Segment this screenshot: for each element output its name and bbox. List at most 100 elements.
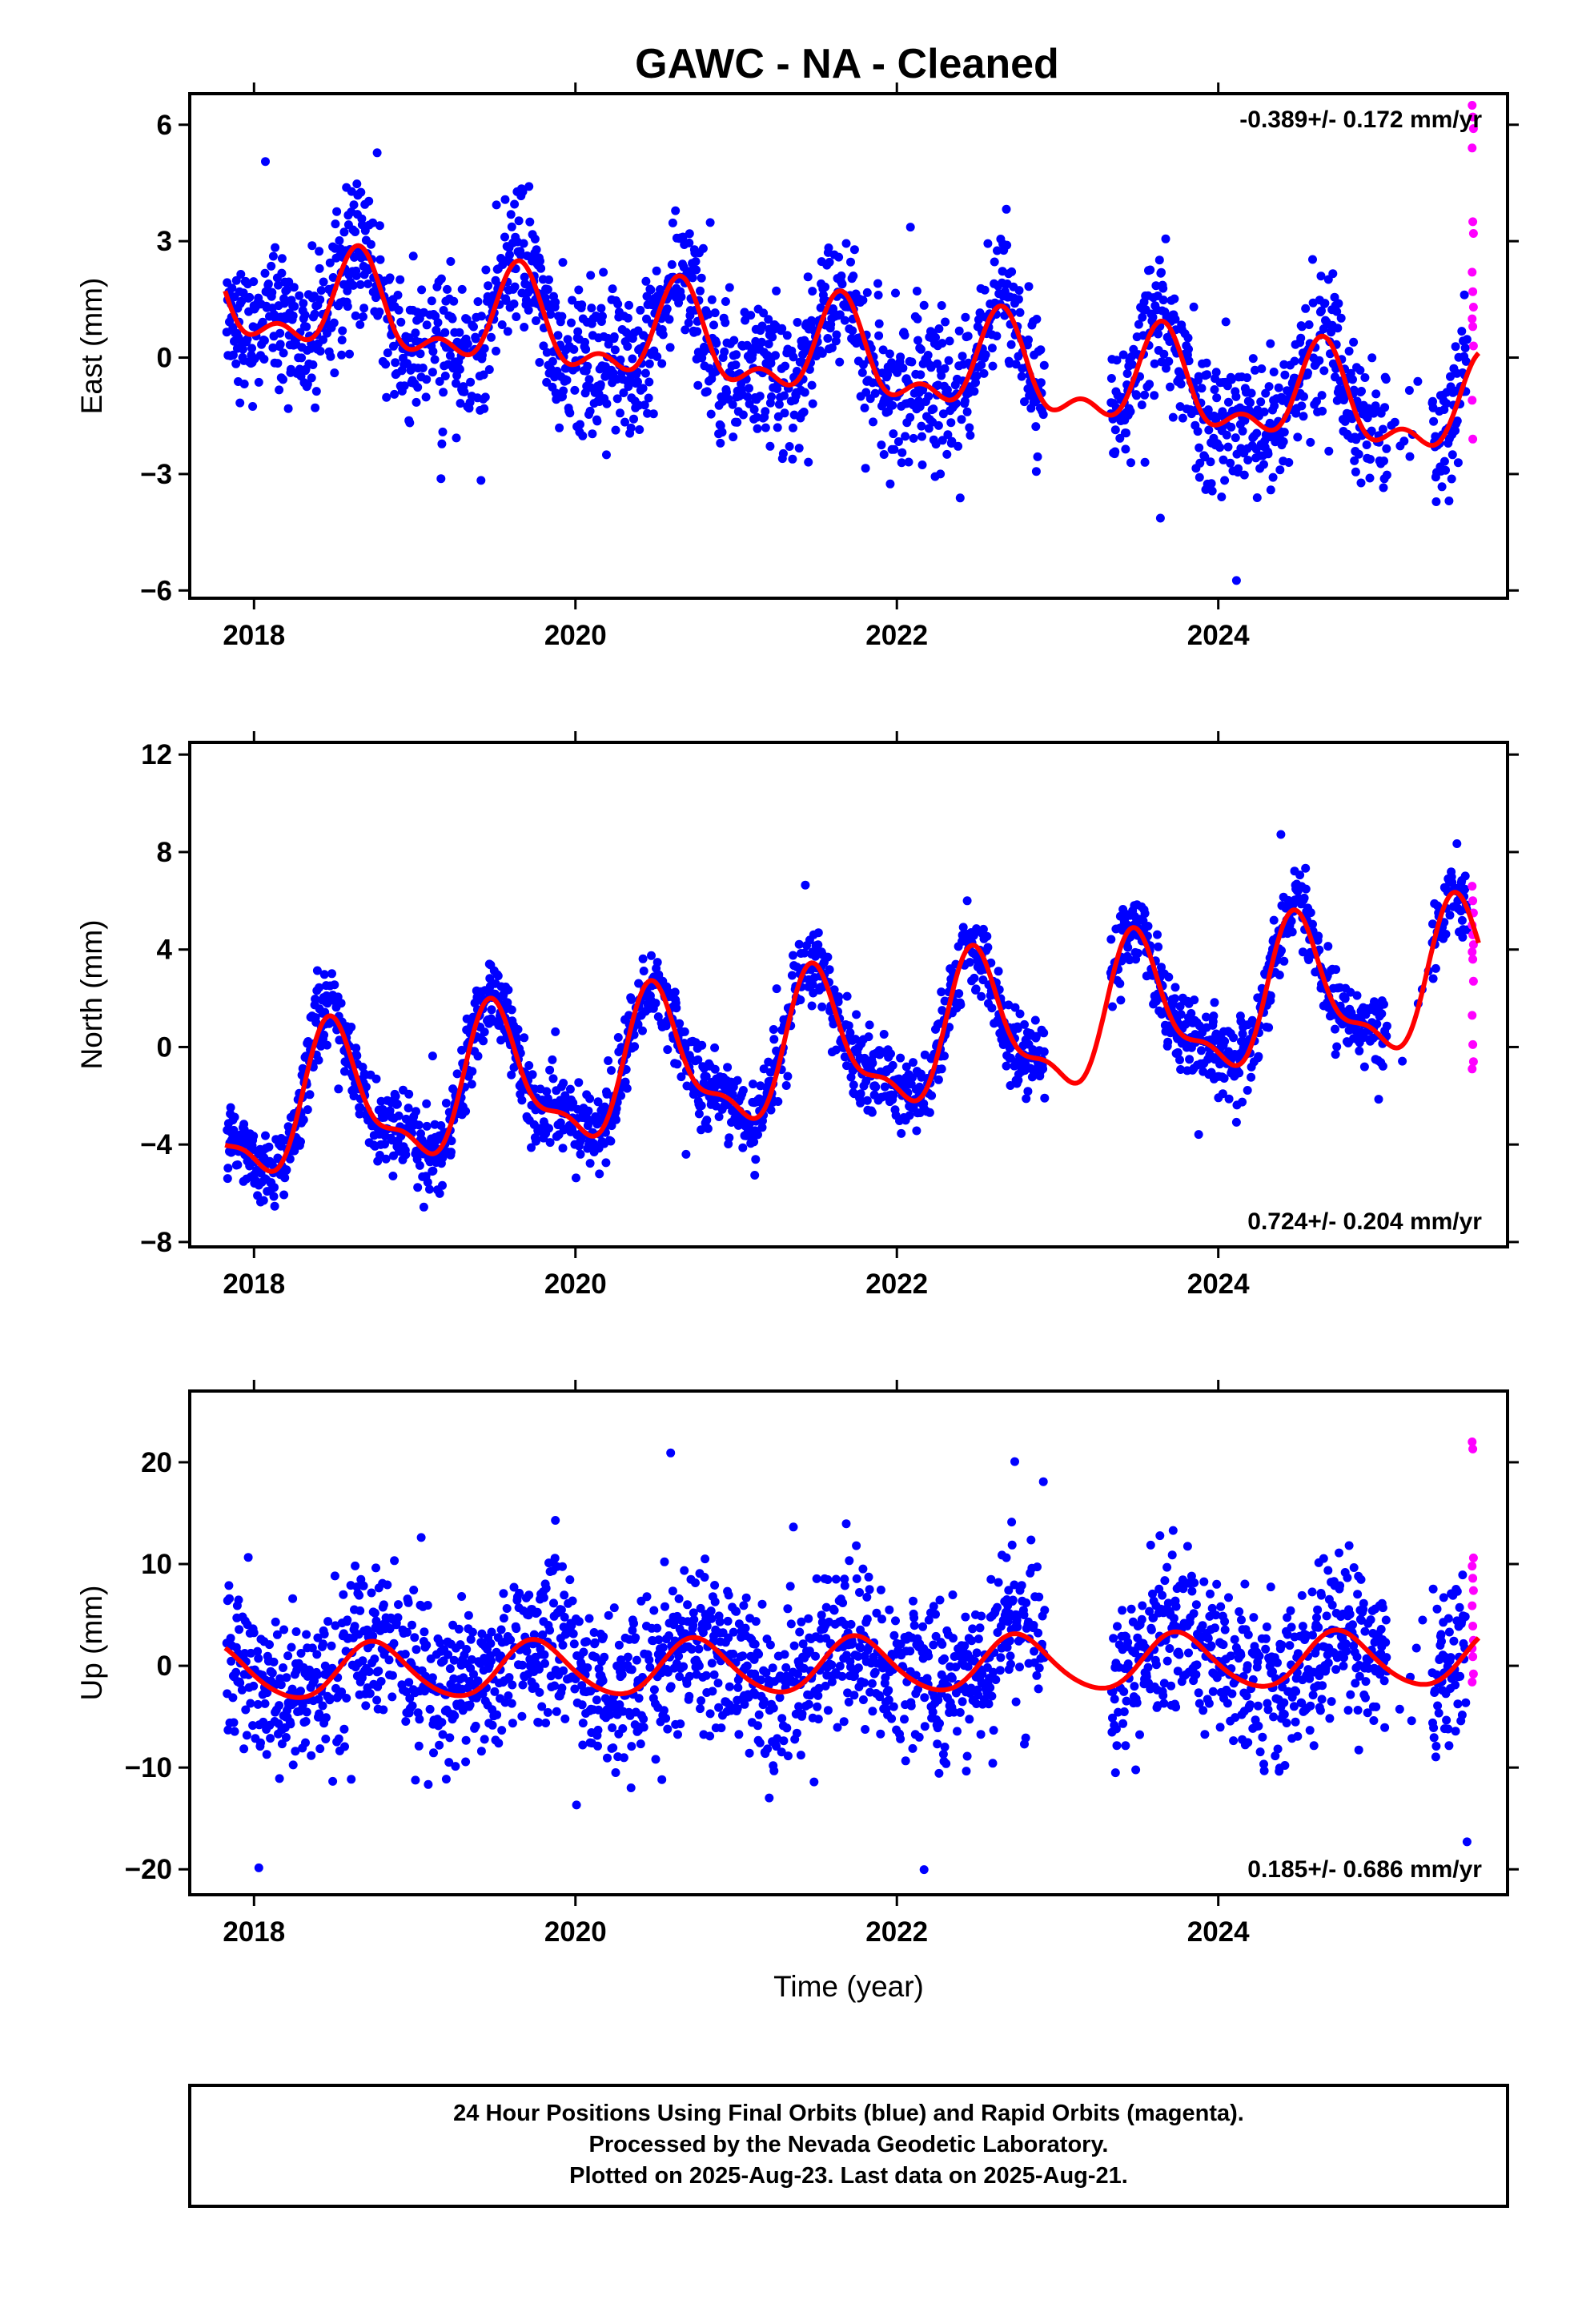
final-point bbox=[481, 265, 491, 275]
final-point bbox=[905, 412, 915, 422]
final-point bbox=[1231, 576, 1241, 585]
final-point bbox=[713, 1679, 723, 1688]
final-point bbox=[801, 880, 810, 890]
final-point bbox=[359, 312, 367, 321]
final-point bbox=[542, 377, 552, 387]
final-point bbox=[543, 1707, 552, 1717]
final-point bbox=[1331, 1050, 1340, 1059]
final-point bbox=[283, 404, 293, 413]
final-point bbox=[280, 1173, 290, 1183]
final-point bbox=[644, 377, 654, 387]
final-point bbox=[710, 1043, 720, 1052]
final-point bbox=[263, 1688, 272, 1698]
final-point bbox=[1460, 344, 1470, 352]
final-point bbox=[279, 299, 289, 308]
final-point bbox=[919, 300, 929, 310]
final-point bbox=[473, 1051, 483, 1061]
final-point bbox=[570, 385, 580, 395]
final-point bbox=[1211, 368, 1221, 377]
final-point bbox=[808, 980, 817, 989]
final-point bbox=[1352, 991, 1362, 1000]
final-point bbox=[808, 399, 817, 408]
final-point bbox=[689, 1608, 698, 1618]
final-point bbox=[550, 1681, 560, 1691]
final-point bbox=[1126, 458, 1135, 468]
final-point bbox=[731, 360, 741, 370]
final-point bbox=[1148, 312, 1158, 322]
final-point bbox=[1116, 995, 1126, 1005]
rapid-point bbox=[1468, 940, 1478, 950]
final-point bbox=[318, 1701, 327, 1711]
final-point bbox=[661, 1714, 671, 1723]
final-point bbox=[226, 1103, 235, 1112]
final-point bbox=[1447, 474, 1456, 484]
final-point bbox=[505, 250, 514, 259]
final-point bbox=[396, 317, 406, 327]
final-point bbox=[937, 301, 946, 310]
final-point bbox=[1226, 458, 1235, 468]
final-point bbox=[507, 222, 516, 231]
final-point bbox=[1367, 426, 1376, 436]
final-point bbox=[230, 1112, 239, 1122]
final-point bbox=[862, 287, 872, 297]
final-point bbox=[558, 258, 568, 267]
final-point bbox=[513, 1025, 523, 1034]
final-point bbox=[601, 1158, 611, 1168]
final-point bbox=[419, 1202, 428, 1212]
final-point bbox=[559, 386, 568, 396]
rapid-point bbox=[1468, 303, 1478, 312]
final-point bbox=[769, 1025, 778, 1034]
plot-frame bbox=[188, 92, 1509, 600]
final-point bbox=[733, 417, 742, 427]
final-point bbox=[864, 1032, 873, 1042]
final-point bbox=[694, 1109, 704, 1119]
final-point bbox=[627, 1742, 636, 1751]
final-point bbox=[1451, 426, 1460, 436]
final-point bbox=[263, 279, 273, 288]
final-point bbox=[588, 429, 597, 439]
final-point bbox=[480, 404, 489, 413]
final-point bbox=[829, 985, 839, 995]
final-point bbox=[565, 1084, 575, 1094]
final-point bbox=[319, 1630, 329, 1638]
final-point bbox=[1151, 281, 1161, 291]
final-point bbox=[471, 334, 480, 344]
final-point bbox=[907, 357, 917, 367]
final-point bbox=[552, 1707, 561, 1716]
final-point bbox=[710, 308, 720, 318]
final-point bbox=[1297, 322, 1307, 332]
final-point bbox=[721, 297, 730, 306]
final-point bbox=[499, 255, 508, 265]
final-point bbox=[1215, 443, 1225, 452]
final-point bbox=[319, 1030, 329, 1039]
final-point bbox=[659, 1706, 669, 1715]
rapid-point bbox=[1468, 314, 1477, 324]
final-point bbox=[618, 1724, 628, 1733]
final-point bbox=[1316, 271, 1326, 281]
final-point bbox=[321, 1713, 331, 1723]
final-point bbox=[706, 409, 716, 419]
final-point bbox=[980, 285, 990, 295]
final-point bbox=[342, 1694, 351, 1703]
final-point bbox=[436, 1121, 446, 1130]
final-point bbox=[685, 1691, 694, 1701]
final-point bbox=[1115, 979, 1125, 988]
final-point bbox=[1444, 497, 1454, 505]
rapid-point bbox=[1468, 1011, 1477, 1020]
final-point bbox=[226, 1634, 235, 1643]
final-point bbox=[235, 1625, 244, 1634]
final-point bbox=[703, 1124, 713, 1133]
final-point bbox=[1377, 1009, 1387, 1019]
final-point bbox=[668, 1586, 677, 1596]
rapid-point bbox=[1468, 229, 1478, 238]
final-point bbox=[1238, 1097, 1247, 1107]
final-point bbox=[785, 442, 794, 451]
final-point bbox=[1428, 974, 1438, 983]
x-tick-label: 2024 bbox=[1187, 1269, 1250, 1300]
final-point bbox=[413, 1183, 423, 1192]
final-point bbox=[425, 1184, 434, 1194]
final-point bbox=[1127, 360, 1137, 369]
final-point bbox=[1439, 456, 1449, 466]
final-point bbox=[697, 1696, 706, 1706]
final-point bbox=[1005, 359, 1014, 368]
